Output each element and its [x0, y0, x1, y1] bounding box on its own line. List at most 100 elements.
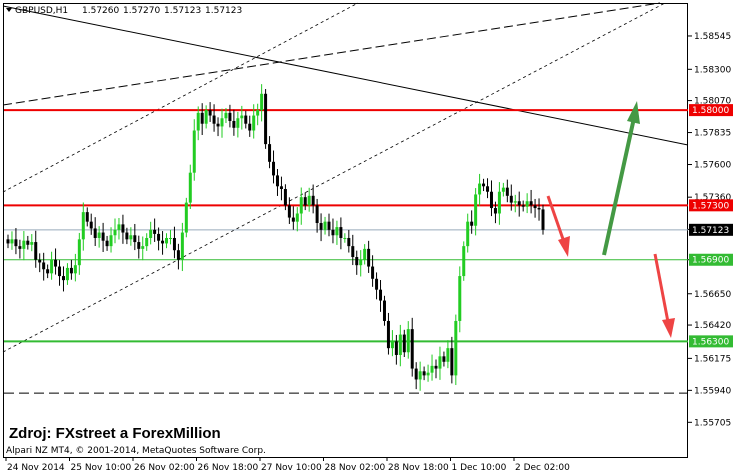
candle-body [398, 334, 402, 355]
header-open: 1.57260 [82, 6, 119, 16]
candle-body [256, 110, 260, 116]
candle-body [287, 205, 291, 218]
candle-body [478, 183, 482, 195]
level-price-box [689, 199, 733, 212]
candle-body [402, 334, 406, 353]
candle-body [236, 118, 240, 128]
candle-body [58, 266, 62, 277]
candle-body [501, 187, 505, 192]
candle-body [93, 228, 97, 238]
candle-body [26, 240, 30, 245]
candle-body [240, 115, 244, 119]
price-tick-label: 1.57360 [694, 193, 731, 203]
candle-body [426, 372, 430, 376]
candle-body [283, 189, 287, 206]
candle-body [303, 197, 307, 206]
candle-body [268, 144, 272, 162]
candle-body [196, 112, 200, 131]
price-tick-label: 1.58300 [694, 65, 731, 75]
candle-body [367, 248, 371, 267]
level-price-box [689, 253, 733, 266]
dotted-channel-upper [2, 2, 359, 193]
candle-body [65, 267, 69, 281]
copyright: Alpari NZ MT4, © 2001-2014, MetaQuotes S… [6, 446, 266, 456]
candle-body [14, 239, 18, 247]
candles [6, 84, 545, 391]
candle-body [42, 262, 46, 270]
candle-body [450, 348, 454, 376]
candle-body [228, 112, 232, 121]
candle-body [157, 233, 161, 241]
candle-body [145, 237, 149, 247]
candle-body [335, 227, 339, 236]
candle-body [6, 239, 10, 244]
candle-body [168, 237, 172, 239]
candle-body [493, 208, 497, 214]
candle-body [343, 237, 347, 239]
candle-body [474, 194, 478, 226]
candle-body [125, 232, 129, 240]
candle-body [22, 240, 26, 249]
candle-body [351, 246, 355, 258]
candle-body [513, 201, 517, 203]
down-arrow-1 [546, 195, 570, 257]
source-note: Zdroj: FXstreet a ForexMillion [9, 425, 221, 442]
candle-body [232, 120, 236, 128]
level-price-box [689, 335, 733, 348]
candle-body [505, 187, 509, 196]
candle-body [291, 217, 295, 222]
chart-header: GBPUSD,H1 1.57260 1.57270 1.57123 1.5712… [6, 6, 242, 16]
candle-body [355, 257, 359, 266]
candle-body [69, 267, 73, 274]
candle-body [541, 209, 545, 230]
price-tick-label: 1.55705 [694, 418, 731, 428]
candle-body [489, 191, 493, 209]
candle-body [165, 237, 169, 244]
candle-body [220, 118, 224, 127]
candle-body [34, 242, 38, 260]
candle-body [244, 115, 248, 124]
candle-body [319, 223, 323, 230]
plot-area [3, 3, 688, 458]
trendlines [2, 2, 689, 353]
candle-body [323, 221, 327, 230]
candle-body [363, 248, 367, 260]
candle-body [331, 229, 335, 236]
time-tick-label: 24 Nov 2014 [7, 463, 65, 473]
candle-body [279, 186, 283, 190]
candle-body [97, 232, 101, 238]
candle-body [482, 183, 486, 187]
candle-body [295, 213, 299, 222]
up-arrow [602, 101, 640, 256]
candle-body [105, 240, 109, 247]
candle-body [38, 259, 42, 263]
candle-body [85, 212, 89, 222]
candle-body [121, 224, 125, 233]
candle-body [204, 110, 208, 124]
candle-body [113, 229, 117, 236]
header-high: 1.57270 [123, 6, 160, 16]
header-low: 1.57123 [164, 6, 201, 16]
candle-body [272, 161, 276, 176]
time-tick-label: 25 Nov 10:00 [71, 463, 132, 473]
candle-body [137, 242, 141, 249]
candle-body [109, 235, 113, 247]
collapse-triangle-icon[interactable] [6, 8, 12, 12]
candle-body [339, 227, 343, 238]
candle-body [101, 232, 105, 241]
candle-body [192, 130, 196, 173]
candle-body [434, 365, 438, 369]
candle-body [54, 259, 58, 267]
candle-body [46, 269, 50, 274]
candle-body [212, 115, 216, 124]
candle-body [414, 368, 418, 380]
price-tick-label: 1.57600 [694, 161, 731, 171]
candle-body [327, 221, 331, 230]
time-axis: 24 Nov 2014 25 Nov 10:00 26 Nov 02:00 26 No… [5, 457, 570, 473]
candle-body [184, 202, 188, 233]
candle-body [260, 93, 264, 111]
candle-body [315, 205, 319, 224]
candle-body [382, 300, 386, 321]
level-price-label: 1.57300 [692, 201, 729, 211]
